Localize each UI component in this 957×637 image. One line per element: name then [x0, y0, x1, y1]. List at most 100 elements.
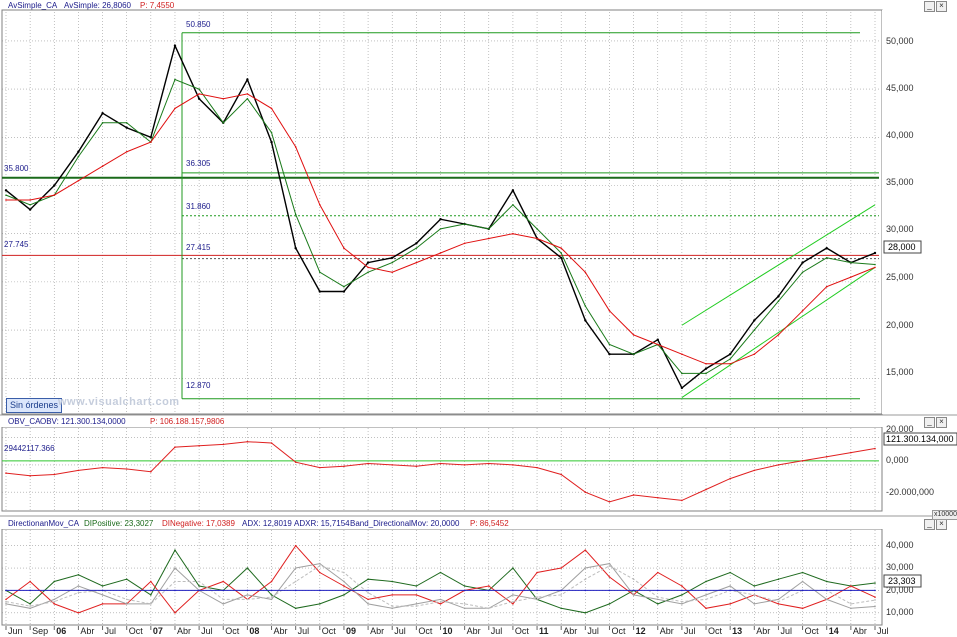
series-dipositive-point	[246, 567, 249, 569]
series-dipositive-point	[705, 580, 707, 583]
series-price-point	[28, 208, 32, 211]
series-dinegative-point	[656, 571, 659, 574]
series-band_directionalmov-point	[874, 589, 876, 592]
time-axis-label: Jul	[394, 626, 406, 636]
series-p-point	[270, 107, 273, 110]
series-obv-point	[681, 499, 683, 502]
price-tick: 30,000	[886, 224, 914, 234]
series-adx-point	[463, 607, 466, 610]
series-band_directionalmov-point	[367, 589, 369, 592]
series-p-point	[150, 141, 152, 143]
price-tick: 25,000	[886, 272, 914, 282]
series-price-point	[704, 367, 708, 370]
time-axis-label: Oct	[129, 626, 144, 636]
series-adxr-point	[29, 605, 31, 607]
price-tick: 35,000	[886, 177, 914, 187]
time-axis-label: Oct	[515, 626, 530, 636]
series-adx-point	[319, 562, 321, 565]
series-dipositive-point	[512, 567, 514, 569]
series-obv-point	[174, 446, 176, 448]
series-obv-point	[729, 477, 731, 480]
series-dinegative-point	[53, 603, 56, 605]
series-p-point	[125, 150, 128, 153]
series-p-point	[463, 242, 466, 245]
series-dinegative-point	[415, 594, 418, 596]
series-p-point	[584, 271, 587, 274]
series-price-point	[294, 246, 297, 250]
series-avsimple-point	[439, 228, 442, 230]
series-adx-point	[656, 598, 659, 601]
series-dipositive-point	[825, 580, 828, 583]
price-tick: 45,000	[886, 83, 914, 93]
series-obv-point	[415, 465, 418, 468]
price-axis-area	[882, 10, 957, 414]
time-axis-label: 06	[56, 626, 66, 636]
close-icon[interactable]: ×	[936, 417, 947, 428]
series-dinegative-point	[270, 580, 273, 583]
close-icon[interactable]: ×	[936, 519, 947, 530]
series-avsimple-point	[753, 329, 756, 331]
series-adx-point	[705, 594, 707, 596]
series-obv-point	[150, 470, 152, 473]
series-adxr-point	[222, 598, 225, 601]
dmi-tick: 30,000	[886, 562, 914, 572]
series-p-point	[777, 334, 780, 336]
series-dinegative-point	[512, 603, 514, 605]
series-price-point	[680, 386, 684, 390]
series-band_directionalmov-point	[125, 589, 128, 592]
series-dinegative-point	[608, 576, 611, 578]
series-price-point	[149, 136, 153, 139]
sin-ordenes-button[interactable]: Sin órdenes	[6, 398, 63, 413]
series-adx-point	[294, 567, 297, 569]
series-dipositive-point	[125, 578, 128, 581]
series-p-point	[608, 309, 611, 312]
time-axis-label: 09	[346, 626, 356, 636]
series-obv-point	[246, 440, 249, 443]
minimize-icon[interactable]: _	[924, 519, 935, 530]
time-axis-label: Abr	[756, 626, 770, 636]
obv-scale-box: x10000	[932, 510, 957, 520]
series-price-point	[825, 246, 828, 250]
series-adx-point	[415, 603, 418, 605]
time-axis-label: Abr	[467, 626, 481, 636]
series-dipositive-point	[439, 571, 442, 574]
series-avsimple-point	[29, 203, 31, 206]
series-dipositive-point	[874, 582, 876, 584]
series-p-point	[512, 232, 514, 235]
series-avsimple-point	[343, 285, 345, 288]
series-price-point	[4, 189, 8, 192]
price-tick: 20,000	[886, 320, 914, 330]
series-dinegative-point	[439, 603, 442, 605]
minimize-icon[interactable]: _	[924, 1, 935, 12]
series-p-point	[536, 237, 538, 240]
series-adxr-point	[319, 565, 321, 567]
series-p-point	[246, 93, 249, 95]
series-obv-point	[536, 466, 538, 469]
series-band_directionalmov-point	[77, 589, 80, 592]
time-axis-label: Jul	[105, 626, 117, 636]
close-icon[interactable]: ×	[936, 1, 947, 12]
series-obv-point	[874, 447, 876, 450]
series-adx-point	[101, 594, 104, 596]
dmi-tick: 20,000	[886, 585, 914, 595]
series-p-point	[222, 97, 225, 100]
series-obv-point	[850, 451, 852, 454]
series-price-point	[318, 290, 322, 293]
time-axis-label: Abr	[80, 626, 94, 636]
series-obv-point	[125, 468, 128, 470]
series-obv-line	[5, 441, 876, 503]
panel-frames	[0, 9, 957, 626]
series-dipositive-point	[150, 594, 152, 596]
time-axis-label: Oct	[805, 626, 820, 636]
series-price-point	[246, 78, 249, 81]
watermark: www.visualchart.com	[58, 396, 180, 408]
series-p-point	[729, 363, 731, 365]
series-obv-point	[512, 464, 514, 466]
series-dinegative-point	[5, 598, 7, 601]
time-axis-label: Abr	[660, 626, 674, 636]
series-dinegative-point	[391, 594, 394, 596]
minimize-icon[interactable]: _	[924, 417, 935, 428]
time-axis-label: Jul	[298, 626, 310, 636]
series-avsimple-point	[487, 228, 490, 230]
series-price-point	[125, 126, 128, 129]
